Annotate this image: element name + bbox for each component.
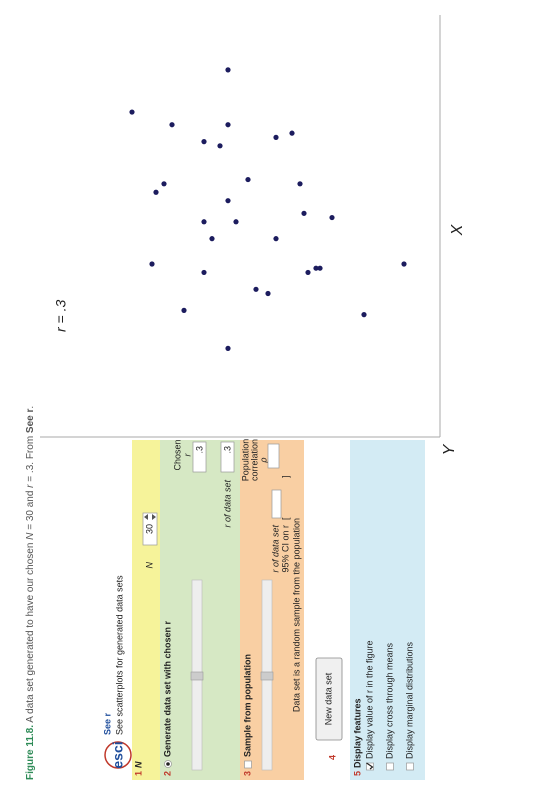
section-number: 2 <box>162 771 172 776</box>
spinner-arrows[interactable] <box>144 514 156 520</box>
data-point <box>169 122 175 128</box>
data-point <box>245 176 251 183</box>
data-point <box>273 134 279 140</box>
data-point <box>225 67 231 73</box>
section-number: 4 <box>327 755 337 760</box>
option-label: Display cross through means <box>384 642 394 759</box>
r-label: r of data set <box>222 480 232 528</box>
data-point <box>209 236 215 242</box>
caption-text: . <box>25 406 36 409</box>
section-label: Sample from population <box>242 654 252 757</box>
data-point <box>201 219 207 225</box>
data-point <box>361 312 367 318</box>
caption-label: Figure 11.8. <box>25 725 36 780</box>
section-label: Generate data set with chosen r <box>162 620 172 757</box>
caption-text: See r <box>25 408 36 433</box>
section-number: 1 <box>133 771 143 776</box>
checkbox[interactable] <box>386 762 394 771</box>
caption: Figure 11.8. A data set generated to hav… <box>25 406 36 780</box>
radio-dot <box>166 762 170 766</box>
data-point <box>401 261 407 267</box>
ci-open: [ <box>280 517 290 520</box>
app-title: See r <box>102 712 112 735</box>
options: Display value of r in the figure Display … <box>364 640 414 771</box>
caption-text: N <box>25 532 36 540</box>
chosen-value: .3 <box>194 446 204 454</box>
data-point <box>305 269 311 276</box>
data-point <box>313 265 319 271</box>
pop-label: Population <box>240 439 250 482</box>
data-point <box>289 130 295 136</box>
points <box>129 67 407 351</box>
data-point <box>201 138 207 145</box>
ci-label: 95% CI on r <box>280 525 290 573</box>
data-point <box>149 261 155 267</box>
data-point <box>297 181 303 187</box>
rho-box[interactable] <box>267 443 280 469</box>
data-point <box>225 345 231 351</box>
data-point <box>301 210 307 216</box>
r-label: r of data set <box>270 525 280 573</box>
data-point <box>217 143 223 149</box>
data-point <box>225 198 231 204</box>
new-data-button[interactable] <box>315 657 343 741</box>
checkbox[interactable] <box>244 760 252 769</box>
data-point <box>201 269 207 276</box>
caption-text: r <box>25 484 36 488</box>
data-point <box>329 214 335 221</box>
app-subtitle: See scatterplots for generated data sets <box>114 575 124 735</box>
section-1-bg <box>132 440 160 780</box>
r-box <box>271 489 282 519</box>
r-annotation: r = .3 <box>53 299 69 332</box>
rho-label: ρ <box>258 457 268 463</box>
n-spinner[interactable] <box>142 512 158 546</box>
section-number: 5 <box>352 771 362 776</box>
field-label: N <box>144 562 154 569</box>
x-axis-label: X <box>449 223 466 236</box>
section-label: Display features <box>352 698 362 768</box>
caption-text: = 30 and <box>25 488 36 533</box>
data-point <box>153 189 159 195</box>
data-point <box>161 181 167 187</box>
n-value: 30 <box>144 524 154 534</box>
section-label: N <box>133 761 143 768</box>
r-value: .3 <box>222 446 232 454</box>
data-point <box>129 109 135 115</box>
data-point <box>181 307 187 313</box>
ci-close: ] <box>280 475 290 478</box>
caption-text: A data set generated to have our chosen <box>25 540 36 723</box>
button-label: New data set <box>323 672 333 725</box>
data-point <box>273 236 279 242</box>
option-label: Display value of r in the figure <box>364 640 374 759</box>
caption-text: = .3. From <box>25 433 36 484</box>
section-number: 3 <box>242 771 252 776</box>
pop-label: correlation <box>249 439 259 481</box>
note: Data set is a random sample from the pop… <box>291 518 301 712</box>
logo: esci <box>110 741 126 768</box>
data-point <box>233 219 239 225</box>
chosen-box[interactable] <box>192 441 207 473</box>
chosen-label: Chosen <box>172 439 182 470</box>
checkbox[interactable] <box>406 762 414 771</box>
data-point <box>265 290 271 297</box>
slider-thumb[interactable] <box>190 671 204 681</box>
logo-ring <box>104 741 132 769</box>
data-point <box>253 286 259 292</box>
option-label: Display marginal distributions <box>404 641 414 759</box>
chosen-symbol: r <box>182 453 192 457</box>
data-point <box>317 265 323 271</box>
data-point <box>225 122 231 128</box>
section-5-bg <box>350 440 425 780</box>
rotated-page: Figure 11.8. A data set generated to hav… <box>25 15 466 780</box>
y-axis-label: Y <box>441 443 458 455</box>
slider-thumb[interactable] <box>260 671 274 681</box>
r-box <box>220 441 235 473</box>
check-mark <box>366 762 374 770</box>
